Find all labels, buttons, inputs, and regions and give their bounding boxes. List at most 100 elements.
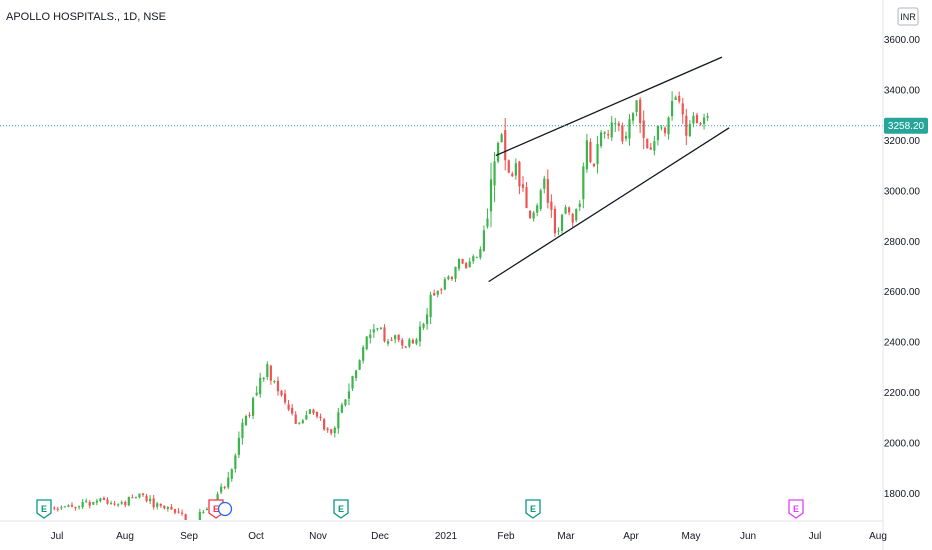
candle xyxy=(614,118,617,132)
candle xyxy=(568,206,571,216)
candle xyxy=(649,142,652,150)
candle xyxy=(479,246,482,260)
candle xyxy=(159,503,162,508)
candle xyxy=(646,138,649,149)
candle xyxy=(521,176,525,192)
candle xyxy=(156,502,159,510)
candle xyxy=(273,379,276,384)
chart-title: APOLLO HOSPITALS., 1D, NSE xyxy=(6,11,166,23)
candle xyxy=(681,97,684,124)
candle xyxy=(685,108,688,146)
candle xyxy=(269,364,272,385)
candle xyxy=(525,182,528,209)
candle xyxy=(237,431,240,458)
month-tick-label: Dec xyxy=(371,531,389,542)
trendline-upper[interactable] xyxy=(495,56,723,157)
candle xyxy=(291,404,294,416)
candle xyxy=(276,376,280,396)
candle xyxy=(401,337,404,349)
candle xyxy=(351,375,354,391)
candle xyxy=(671,91,674,121)
earnings-marker[interactable]: E xyxy=(36,499,52,519)
candle xyxy=(386,338,390,347)
earnings-marker-label: E xyxy=(41,504,47,514)
candle xyxy=(333,426,336,438)
candle xyxy=(546,169,549,209)
candle xyxy=(585,133,588,173)
candle xyxy=(78,505,81,510)
price-tick-label: 2200.00 xyxy=(884,388,921,399)
candle xyxy=(95,498,98,506)
price-tick-label: 3200.00 xyxy=(884,136,921,147)
candle xyxy=(553,205,557,237)
candle xyxy=(468,257,471,268)
earnings-marker[interactable]: E xyxy=(788,499,804,519)
candle xyxy=(631,112,635,125)
candle xyxy=(472,254,475,264)
candle xyxy=(461,258,464,265)
candle xyxy=(166,506,169,512)
candle xyxy=(457,258,461,272)
candle xyxy=(394,334,397,344)
candle xyxy=(56,506,59,512)
candle xyxy=(674,95,677,101)
candle xyxy=(149,495,152,505)
candle xyxy=(564,204,567,215)
candle xyxy=(663,126,667,137)
candle xyxy=(447,275,450,281)
candle xyxy=(635,99,638,117)
candle xyxy=(99,497,102,503)
candle xyxy=(408,337,411,349)
candle xyxy=(259,372,262,398)
earnings-marker-label: E xyxy=(338,504,344,514)
candle xyxy=(223,485,226,490)
candle xyxy=(152,494,155,510)
month-tick-label: Feb xyxy=(497,531,515,542)
candle xyxy=(454,266,457,282)
candle xyxy=(344,398,347,407)
price-tick-label: 3600.00 xyxy=(884,35,921,46)
candle xyxy=(74,506,77,511)
candle xyxy=(298,422,301,425)
candle xyxy=(436,290,439,298)
candle xyxy=(280,389,283,397)
candle xyxy=(578,200,581,212)
candle xyxy=(113,501,116,506)
candle xyxy=(340,402,343,414)
candle xyxy=(443,276,446,291)
candle xyxy=(514,158,517,180)
candle xyxy=(326,427,329,433)
candle xyxy=(628,114,631,146)
candle xyxy=(180,509,184,516)
candle xyxy=(592,163,596,168)
candle xyxy=(528,210,532,220)
price-tick-label: 2800.00 xyxy=(884,237,921,248)
candle xyxy=(486,208,489,229)
candle xyxy=(536,203,539,217)
candle xyxy=(262,376,265,382)
candle xyxy=(255,386,258,397)
candle xyxy=(667,116,670,140)
earnings-marker[interactable]: E xyxy=(525,499,541,519)
candle xyxy=(102,496,106,501)
trendline-lower[interactable] xyxy=(488,127,730,283)
candle xyxy=(283,389,287,405)
month-tick-label: Sep xyxy=(180,531,198,542)
candle xyxy=(92,501,95,506)
candle xyxy=(81,499,84,510)
candle xyxy=(205,507,209,511)
dividend-marker[interactable] xyxy=(217,501,233,517)
candle xyxy=(372,324,375,338)
candle xyxy=(376,328,379,332)
candle xyxy=(85,498,88,504)
month-tick-label: Jun xyxy=(740,531,756,542)
earnings-marker[interactable]: E xyxy=(333,499,349,519)
currency-button[interactable]: INR xyxy=(897,7,919,26)
candle xyxy=(234,453,237,473)
candle xyxy=(518,160,521,195)
candle xyxy=(450,275,454,281)
candle xyxy=(138,493,141,499)
candle xyxy=(596,136,599,174)
candle xyxy=(330,428,333,436)
